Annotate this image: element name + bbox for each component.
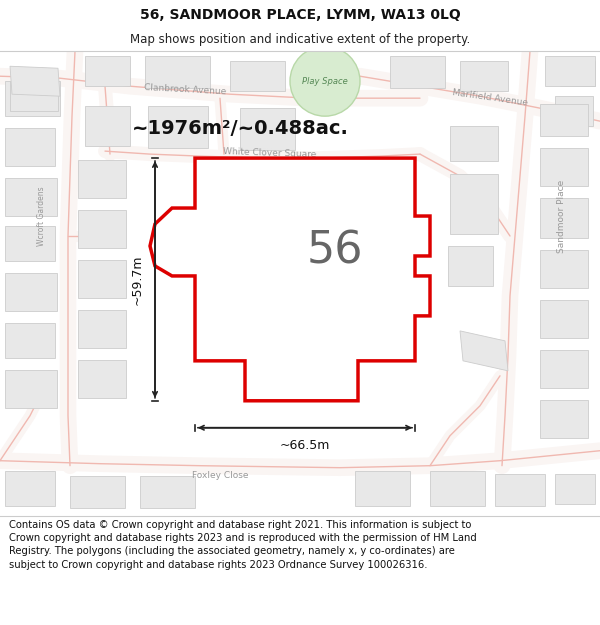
Bar <box>460 61 508 91</box>
Bar <box>5 273 57 311</box>
Text: ~66.5m: ~66.5m <box>280 439 330 452</box>
Text: Clanbrook Avenue: Clanbrook Avenue <box>143 82 226 96</box>
Bar <box>430 471 485 506</box>
Bar <box>5 323 55 358</box>
Text: Marlfield Avenue: Marlfield Avenue <box>452 88 529 108</box>
Bar <box>5 178 57 216</box>
Bar <box>540 198 588 238</box>
Text: White Clover Square: White Clover Square <box>223 147 317 159</box>
Bar <box>540 250 588 288</box>
Bar <box>5 471 55 506</box>
Bar <box>85 106 130 146</box>
Bar <box>540 350 588 388</box>
Bar <box>78 310 126 348</box>
Text: Wcroft Gardens: Wcroft Gardens <box>37 186 47 246</box>
Bar <box>5 226 55 261</box>
Bar <box>540 104 588 136</box>
Bar <box>78 360 126 398</box>
Text: Map shows position and indicative extent of the property.: Map shows position and indicative extent… <box>130 34 470 46</box>
Bar <box>450 126 498 161</box>
Bar <box>240 108 295 150</box>
Bar <box>5 128 55 166</box>
Bar <box>70 476 125 508</box>
Bar <box>5 81 60 116</box>
Bar <box>140 476 195 508</box>
Polygon shape <box>10 66 60 96</box>
Bar <box>540 400 588 437</box>
Bar <box>448 246 493 286</box>
Bar <box>545 56 595 86</box>
Bar <box>355 471 410 506</box>
Bar <box>555 474 595 504</box>
Text: Foxley Close: Foxley Close <box>192 471 248 480</box>
Bar <box>148 106 208 148</box>
Text: Play Space: Play Space <box>302 77 348 86</box>
Text: 56: 56 <box>307 229 363 272</box>
Bar <box>5 370 57 408</box>
Text: ~59.7m: ~59.7m <box>131 254 143 305</box>
Bar <box>560 61 595 86</box>
Bar <box>230 61 285 91</box>
Text: Sandmoor Place: Sandmoor Place <box>557 179 566 253</box>
Bar <box>390 56 445 88</box>
Bar <box>78 210 126 248</box>
Bar <box>540 148 588 186</box>
Bar <box>78 160 126 198</box>
Circle shape <box>290 46 360 116</box>
Bar <box>10 81 58 111</box>
Bar <box>450 174 498 234</box>
Bar <box>145 56 210 88</box>
Bar <box>85 56 130 86</box>
Bar <box>555 96 593 126</box>
Text: ~1976m²/~0.488ac.: ~1976m²/~0.488ac. <box>131 119 349 138</box>
Bar <box>495 474 545 506</box>
Bar <box>78 260 126 298</box>
Text: 56, SANDMOOR PLACE, LYMM, WA13 0LQ: 56, SANDMOOR PLACE, LYMM, WA13 0LQ <box>140 8 460 22</box>
Text: Contains OS data © Crown copyright and database right 2021. This information is : Contains OS data © Crown copyright and d… <box>9 520 477 569</box>
Polygon shape <box>150 158 430 401</box>
Polygon shape <box>460 331 508 371</box>
Bar <box>540 300 588 338</box>
